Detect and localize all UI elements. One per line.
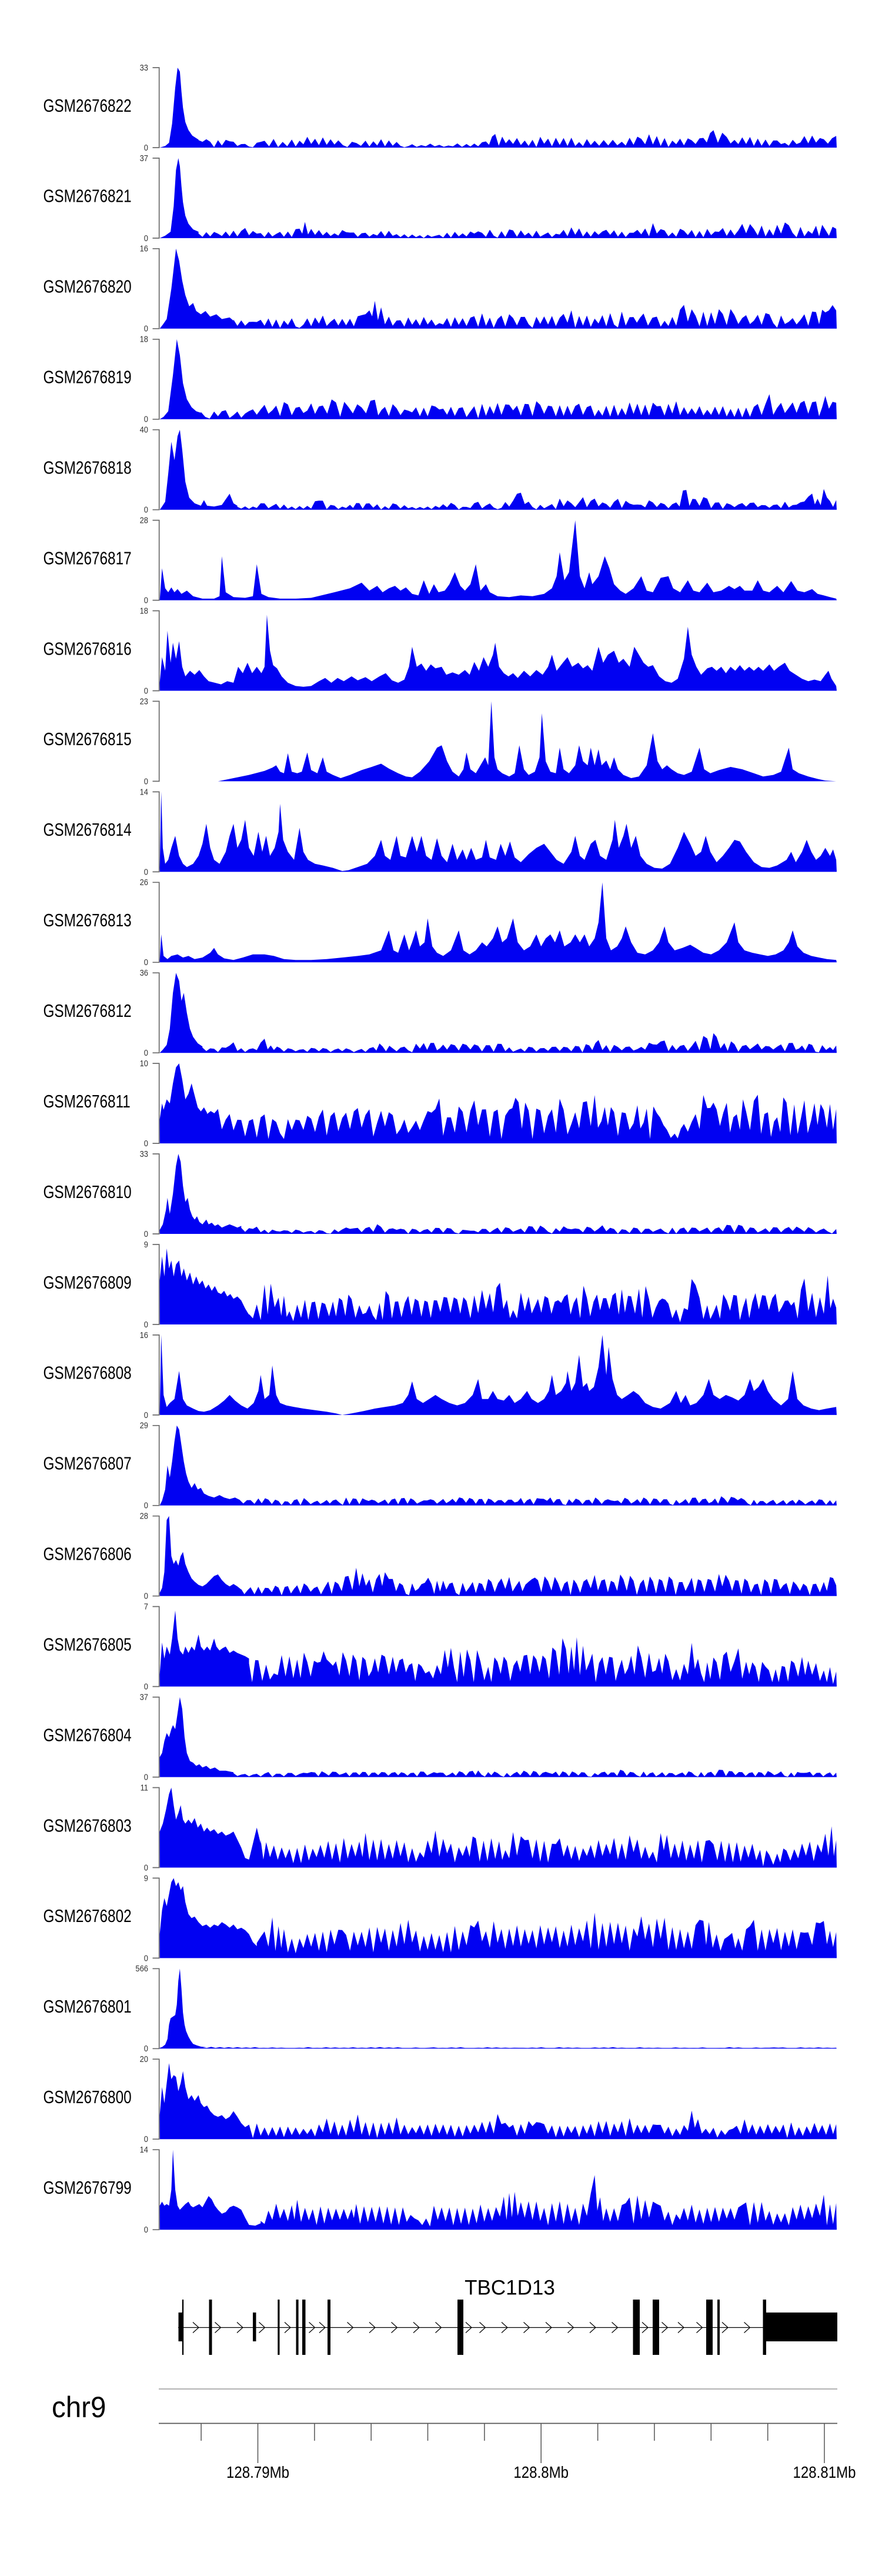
svg-text:GSM2676810: GSM2676810 <box>44 1182 132 1202</box>
svg-text:GSM2676807: GSM2676807 <box>44 1453 132 1473</box>
svg-text:128.79Mb: 128.79Mb <box>226 2464 289 2482</box>
svg-text:GSM2676821: GSM2676821 <box>44 186 132 206</box>
svg-text:0: 0 <box>144 1681 148 1691</box>
svg-text:0: 0 <box>144 1500 148 1510</box>
svg-text:0: 0 <box>144 686 148 696</box>
svg-text:GSM2676813: GSM2676813 <box>44 910 132 930</box>
svg-text:26: 26 <box>140 877 149 887</box>
svg-text:0: 0 <box>144 866 148 876</box>
svg-text:chr9: chr9 <box>52 2391 106 2424</box>
svg-text:0: 0 <box>144 1953 148 1963</box>
svg-text:0: 0 <box>144 1047 148 1057</box>
svg-text:GSM2676799: GSM2676799 <box>44 2177 132 2197</box>
svg-text:33: 33 <box>140 62 149 72</box>
svg-text:GSM2676816: GSM2676816 <box>44 638 132 658</box>
svg-text:0: 0 <box>144 414 148 424</box>
svg-text:GSM2676818: GSM2676818 <box>44 458 132 478</box>
svg-text:37: 37 <box>140 1692 149 1702</box>
svg-text:GSM2676817: GSM2676817 <box>44 548 132 568</box>
svg-text:11: 11 <box>141 1783 149 1793</box>
svg-text:GSM2676814: GSM2676814 <box>44 819 132 839</box>
svg-text:0: 0 <box>144 957 148 967</box>
svg-text:28: 28 <box>140 1511 149 1521</box>
svg-text:36: 36 <box>140 967 149 977</box>
svg-text:TBC1D13: TBC1D13 <box>465 2277 555 2300</box>
svg-text:0: 0 <box>144 1591 148 1601</box>
svg-text:GSM2676822: GSM2676822 <box>44 95 132 115</box>
svg-text:0: 0 <box>144 595 148 605</box>
svg-text:0: 0 <box>144 1863 148 1873</box>
svg-text:128.81Mb: 128.81Mb <box>793 2464 856 2482</box>
svg-text:14: 14 <box>140 2144 149 2154</box>
svg-text:0: 0 <box>144 1772 148 1782</box>
svg-text:20: 20 <box>140 2054 149 2064</box>
svg-text:GSM2676808: GSM2676808 <box>44 1363 132 1383</box>
svg-text:GSM2676804: GSM2676804 <box>44 1725 132 1745</box>
svg-text:18: 18 <box>140 606 149 616</box>
svg-text:9: 9 <box>144 1873 148 1883</box>
svg-text:GSM2676801: GSM2676801 <box>44 1996 132 2016</box>
svg-text:GSM2676819: GSM2676819 <box>44 367 132 387</box>
svg-text:14: 14 <box>140 786 149 796</box>
svg-text:16: 16 <box>140 243 149 253</box>
svg-text:GSM2676815: GSM2676815 <box>44 729 132 749</box>
svg-text:40: 40 <box>140 425 149 435</box>
svg-text:566: 566 <box>135 1963 148 1973</box>
svg-text:0: 0 <box>144 505 148 515</box>
svg-text:0: 0 <box>144 1410 148 1420</box>
svg-text:10: 10 <box>140 1058 149 1068</box>
svg-text:16: 16 <box>140 1330 149 1340</box>
svg-text:0: 0 <box>144 1229 148 1239</box>
svg-text:GSM2676811: GSM2676811 <box>44 1091 131 1111</box>
svg-text:GSM2676806: GSM2676806 <box>44 1544 132 1564</box>
svg-text:9: 9 <box>144 1239 148 1249</box>
svg-text:0: 0 <box>144 1138 148 1148</box>
svg-text:0: 0 <box>144 2134 148 2144</box>
svg-text:29: 29 <box>140 1420 149 1430</box>
svg-text:0: 0 <box>144 233 148 243</box>
svg-text:GSM2676803: GSM2676803 <box>44 1815 132 1835</box>
svg-text:GSM2676800: GSM2676800 <box>44 2087 132 2107</box>
svg-text:23: 23 <box>140 696 149 706</box>
svg-text:28: 28 <box>140 515 149 525</box>
svg-text:18: 18 <box>140 334 149 344</box>
svg-text:0: 0 <box>144 142 148 152</box>
svg-text:0: 0 <box>144 323 148 333</box>
svg-text:GSM2676820: GSM2676820 <box>44 276 132 296</box>
svg-text:GSM2676805: GSM2676805 <box>44 1634 132 1654</box>
svg-text:0: 0 <box>144 2224 148 2234</box>
svg-text:7: 7 <box>144 1601 148 1611</box>
svg-text:GSM2676802: GSM2676802 <box>44 1906 132 1926</box>
svg-text:GSM2676812: GSM2676812 <box>44 1000 132 1020</box>
svg-text:128.8Mb: 128.8Mb <box>513 2464 569 2482</box>
svg-text:33: 33 <box>140 1149 149 1159</box>
svg-text:0: 0 <box>144 776 148 786</box>
svg-text:GSM2676809: GSM2676809 <box>44 1272 132 1292</box>
svg-text:0: 0 <box>144 2043 148 2053</box>
svg-text:37: 37 <box>140 153 149 163</box>
svg-text:0: 0 <box>144 1319 148 1329</box>
